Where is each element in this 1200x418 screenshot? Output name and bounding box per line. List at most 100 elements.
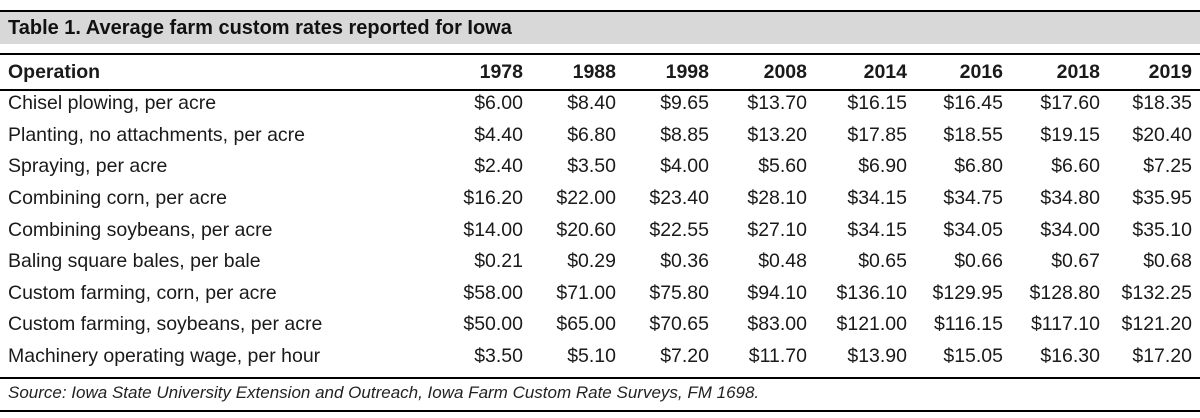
table-row: Planting, no attachments, per acre $4.40 $…	[0, 120, 1200, 152]
rate-cell: $18.55	[943, 123, 1003, 146]
rate-cell: $17.85	[847, 123, 907, 146]
column-header: 1978	[479, 60, 523, 83]
rate-cell: $13.20	[747, 123, 807, 146]
column-header: 2016	[959, 60, 1003, 83]
table-row: Chisel plowing, per acre $6.00 $8.40 $9.65 $…	[0, 88, 1200, 120]
rate-cell: $6.00	[474, 92, 523, 115]
rate-cell: $58.00	[463, 281, 523, 304]
operation-cell: Custom farming, soybeans, per acre	[8, 313, 323, 336]
header-top-rule	[0, 53, 1200, 55]
header-row: Operation 1978 1988 1998 2008 2014 2016 …	[0, 56, 1200, 88]
rate-cell: $0.36	[660, 250, 709, 273]
operation-cell: Planting, no attachments, per acre	[8, 123, 306, 146]
table-row: Baling square bales, per bale $0.21 $0.29 $…	[0, 246, 1200, 278]
rate-cell: $22.00	[556, 187, 616, 210]
rate-cell: $65.00	[556, 313, 616, 336]
operation-cell: Machinery operating wage, per hour	[8, 345, 321, 368]
rate-cell: $3.50	[567, 155, 616, 178]
table-row: Machinery operating wage, per hour $3.50 $…	[0, 341, 1200, 373]
table-row: Custom farming, soybeans, per acre $50.00…	[0, 309, 1200, 341]
rate-cell: $50.00	[463, 313, 523, 336]
column-header: 2019	[1148, 60, 1192, 83]
rate-cell: $18.35	[1132, 92, 1192, 115]
rate-cell: $128.80	[1029, 281, 1101, 304]
rate-cell: $0.67	[1051, 250, 1100, 273]
column-header: 2014	[863, 60, 907, 83]
column-header: 1998	[665, 60, 709, 83]
table-title: Table 1. Average farm custom rates repor…	[8, 17, 512, 39]
footer-rule	[0, 410, 1200, 412]
rate-cell: $71.00	[556, 281, 616, 304]
rate-cell: $27.10	[747, 218, 807, 241]
rate-cell: $19.15	[1040, 123, 1100, 146]
rate-cell: $23.40	[649, 187, 709, 210]
rate-cell: $4.40	[474, 123, 523, 146]
rate-cell: $7.20	[660, 345, 709, 368]
rate-cell: $121.20	[1121, 313, 1193, 336]
operation-cell: Baling square bales, per bale	[8, 250, 261, 273]
rate-cell: $0.21	[474, 250, 523, 273]
rate-cell: $28.10	[747, 187, 807, 210]
column-header: 1988	[572, 60, 616, 83]
table-row: Combining corn, per acre $16.20 $22.00 $23.…	[0, 183, 1200, 215]
rate-cell: $0.68	[1143, 250, 1192, 273]
column-header: 2008	[763, 60, 807, 83]
rate-cell: $9.65	[660, 92, 709, 115]
rate-cell: $16.45	[943, 92, 1003, 115]
rate-cell: $132.25	[1121, 281, 1193, 304]
rate-cell: $16.30	[1040, 345, 1100, 368]
rate-cell: $3.50	[474, 345, 523, 368]
rate-cell: $13.70	[747, 92, 807, 115]
rate-cell: $0.66	[954, 250, 1003, 273]
rate-cell: $16.15	[847, 92, 907, 115]
rate-cell: $35.10	[1132, 218, 1192, 241]
rate-cell: $2.40	[474, 155, 523, 178]
table-row: Spraying, per acre $2.40 $3.50 $4.00 $5.60 $6…	[0, 151, 1200, 183]
rate-cell: $70.65	[649, 313, 709, 336]
title-bar: Table 1. Average farm custom rates repor…	[0, 10, 1200, 44]
rate-cell: $136.10	[836, 281, 908, 304]
rate-cell: $34.15	[847, 187, 907, 210]
rate-cell: $83.00	[747, 313, 807, 336]
rate-cell: $34.80	[1040, 187, 1100, 210]
rate-cell: $4.00	[660, 155, 709, 178]
column-header: Operation	[8, 60, 101, 83]
rate-cell: $116.15	[933, 313, 1003, 336]
operation-cell: Combining corn, per acre	[8, 187, 227, 210]
rate-cell: $8.40	[567, 92, 616, 115]
rate-cell: $15.05	[943, 345, 1003, 368]
rate-cell: $34.75	[943, 187, 1003, 210]
rate-cell: $5.60	[758, 155, 807, 178]
rate-cell: $11.70	[748, 345, 807, 368]
rate-cell: $34.00	[1040, 218, 1100, 241]
rate-cell: $17.20	[1132, 345, 1192, 368]
rate-cell: $129.95	[932, 281, 1004, 304]
rate-cell: $8.85	[660, 123, 709, 146]
rate-cell: $20.60	[556, 218, 616, 241]
rate-cell: $117.10	[1030, 313, 1100, 336]
header-bottom-rule	[0, 89, 1200, 91]
custom-rates-table: Operation 1978 1988 1998 2008 2014 2016 …	[0, 56, 1200, 372]
table-row: Combining soybeans, per acre $14.00 $20.60…	[0, 214, 1200, 246]
rate-cell: $121.00	[836, 313, 908, 336]
body-bottom-rule	[0, 377, 1200, 379]
table-row: Custom farming, corn, per acre $58.00 $71.…	[0, 278, 1200, 310]
rate-cell: $75.80	[649, 281, 709, 304]
rate-cell: $94.10	[747, 281, 807, 304]
rate-cell: $7.25	[1143, 155, 1192, 178]
rate-cell: $0.48	[758, 250, 807, 273]
operation-cell: Combining soybeans, per acre	[8, 218, 273, 241]
rate-cell: $14.00	[463, 218, 523, 241]
rate-cell: $0.65	[858, 250, 907, 273]
rate-cell: $6.80	[954, 155, 1003, 178]
rate-cell: $22.55	[649, 218, 709, 241]
rate-cell: $35.95	[1132, 187, 1192, 210]
rate-cell: $34.05	[943, 218, 1003, 241]
operation-cell: Spraying, per acre	[8, 155, 168, 178]
rate-cell: $20.40	[1132, 123, 1192, 146]
operation-cell: Custom farming, corn, per acre	[8, 281, 277, 304]
column-header: 2018	[1056, 60, 1100, 83]
rate-cell: $16.20	[463, 187, 523, 210]
rate-cell: $6.60	[1051, 155, 1100, 178]
